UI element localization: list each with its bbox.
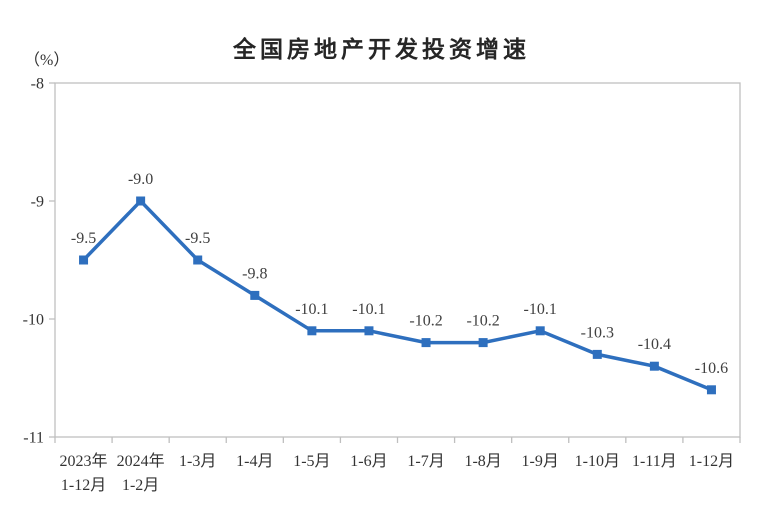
x-axis-category-label: 2024年 1-2月	[117, 452, 165, 494]
x-axis-category-label: 1-4月	[236, 453, 273, 470]
data-point-label: -10.4	[638, 336, 671, 353]
chart-title: 全国房地产开发投资增速	[233, 36, 530, 62]
data-point-marker	[421, 338, 431, 348]
x-axis-category-label: 1-7月	[407, 453, 444, 470]
data-point-marker	[535, 326, 545, 336]
data-point-label: -9.5	[185, 230, 210, 247]
data-point-marker	[649, 361, 659, 371]
data-point-marker	[79, 255, 89, 265]
data-point-marker	[478, 338, 488, 348]
x-axis-category-label: 1-8月	[464, 453, 501, 470]
x-axis-category-label: 2023年 1-12月	[60, 452, 108, 494]
data-point-label: -10.2	[466, 313, 499, 330]
data-point-marker	[364, 326, 374, 336]
data-point-marker	[307, 326, 317, 336]
data-line	[82, 198, 713, 392]
x-axis-category-label: 1-3月	[179, 453, 216, 470]
data-point-label: -10.6	[695, 360, 728, 377]
x-axis-category-label: 1-12月	[689, 453, 734, 470]
data-point-marker	[250, 290, 260, 300]
data-point-marker	[193, 255, 203, 265]
x-axis-category-label: 1-10月	[575, 453, 620, 470]
y-axis-tick-label: -9	[31, 194, 44, 211]
data-point-marker	[592, 349, 602, 359]
data-point-label: -10.1	[295, 301, 328, 318]
x-axis-category-label: 1-6月	[350, 453, 387, 470]
y-axis-tick-label: -8	[31, 76, 44, 93]
data-point-marker	[136, 196, 146, 206]
data-point-label: -9.8	[242, 265, 267, 282]
data-point-label: -10.1	[352, 301, 385, 318]
data-point-label: -10.3	[581, 324, 614, 341]
y-axis-tick-label: -11	[23, 430, 44, 447]
data-point-label: -9.0	[128, 171, 153, 188]
data-point-label: -9.5	[71, 230, 96, 247]
plot-area-border	[54, 82, 741, 438]
data-point-label: -10.2	[409, 313, 442, 330]
data-point-label: -10.1	[524, 301, 557, 318]
x-axis-category-label: 1-11月	[632, 453, 677, 470]
x-axis-category-label: 1-5月	[293, 453, 330, 470]
y-axis-unit-label: （%）	[24, 52, 70, 69]
data-point-marker	[706, 385, 716, 395]
x-axis-category-label: 1-9月	[522, 453, 559, 470]
y-axis-tick-label: -10	[23, 312, 44, 329]
